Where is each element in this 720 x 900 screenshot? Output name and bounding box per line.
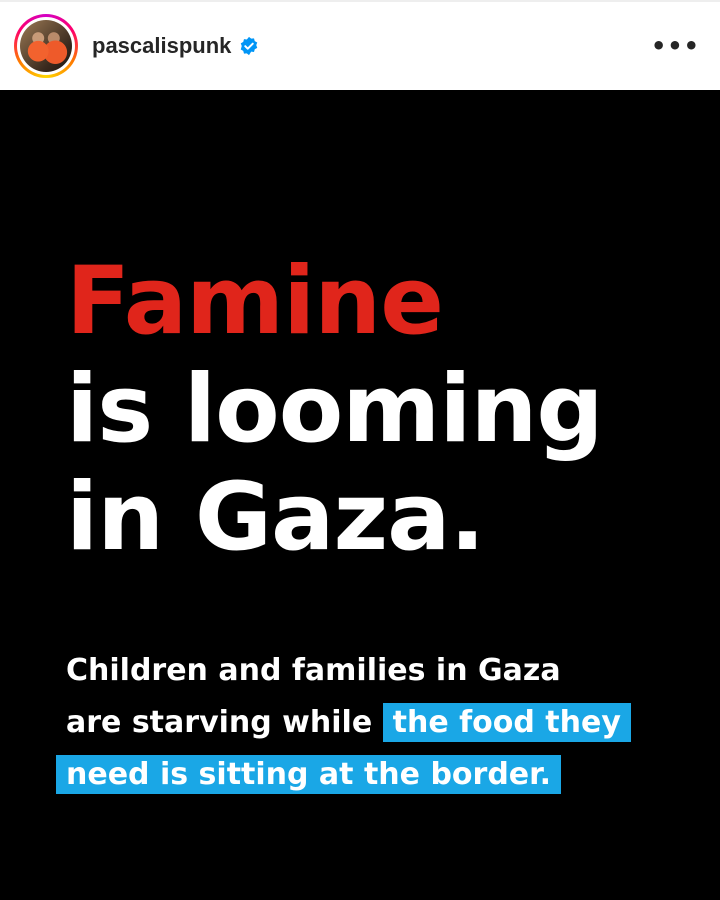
post-image[interactable]: Famine is looming in Gaza. Children and … <box>0 90 720 900</box>
body-text: Children and families in Gaza are starvi… <box>56 645 631 801</box>
headline-famine: Famine <box>66 247 444 356</box>
username[interactable]: pascalispunk <box>92 33 232 58</box>
headline-line-3: in Gaza. <box>66 463 485 572</box>
highlight-text-1: the food they <box>382 703 631 742</box>
body-line-2: are starving while <box>66 705 373 740</box>
verified-badge-icon <box>241 36 258 56</box>
headline-line-2: is looming <box>66 355 604 464</box>
avatar[interactable] <box>20 20 72 72</box>
avatar-story-ring[interactable] <box>14 14 78 78</box>
headline: Famine is looming in Gaza. <box>66 247 604 572</box>
body-line-1: Children and families in Gaza <box>66 653 561 688</box>
post-header: pascalispunk ••• <box>0 0 720 90</box>
more-options-icon[interactable]: ••• <box>650 32 700 60</box>
highlight-text-2: need is sitting at the border. <box>56 755 562 794</box>
